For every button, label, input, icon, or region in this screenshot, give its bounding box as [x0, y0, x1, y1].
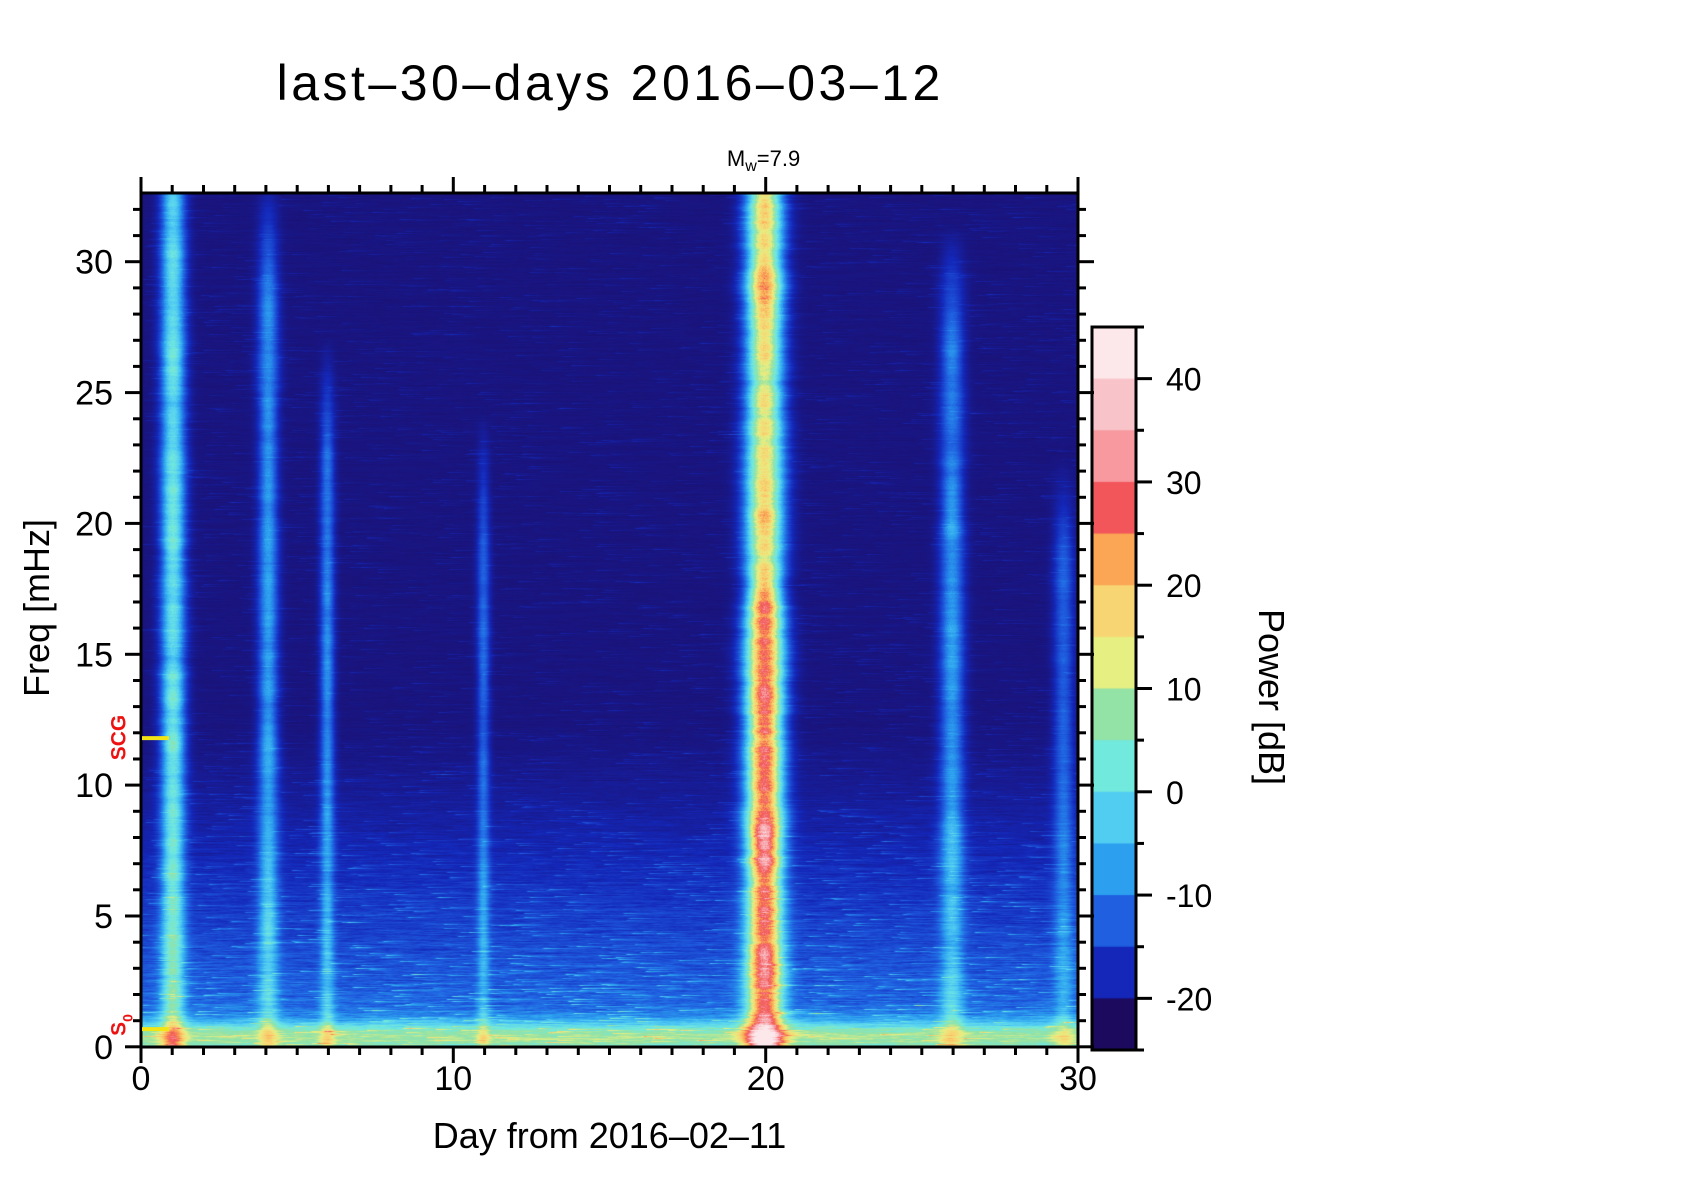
- svg-text:-20: -20: [1166, 981, 1212, 1017]
- svg-text:Power [dB]: Power [dB]: [1251, 609, 1292, 785]
- svg-text:0: 0: [94, 1029, 113, 1067]
- svg-text:Day from 2016–02–11: Day from 2016–02–11: [433, 1115, 787, 1156]
- svg-text:-10: -10: [1166, 878, 1212, 914]
- svg-text:30: 30: [1059, 1060, 1097, 1098]
- svg-text:0: 0: [1166, 775, 1184, 811]
- svg-text:30: 30: [75, 244, 113, 282]
- svg-text:0: 0: [132, 1060, 151, 1098]
- svg-text:40: 40: [1166, 362, 1202, 398]
- svg-text:Mw=7.9: Mw=7.9: [727, 146, 800, 175]
- svg-text:10: 10: [434, 1060, 472, 1098]
- svg-text:30: 30: [1166, 465, 1202, 501]
- svg-text:25: 25: [75, 375, 113, 413]
- svg-text:20: 20: [75, 505, 113, 543]
- svg-text:5: 5: [94, 898, 113, 936]
- svg-text:Freq [mHz]: Freq [mHz]: [16, 519, 57, 697]
- svg-text:15: 15: [75, 636, 113, 674]
- svg-text:20: 20: [1166, 568, 1202, 604]
- svg-text:10: 10: [1166, 672, 1202, 708]
- svg-text:SCG: SCG: [108, 715, 131, 761]
- svg-text:10: 10: [75, 767, 113, 805]
- svg-text:last–30–days 2016–03–12: last–30–days 2016–03–12: [277, 55, 944, 111]
- svg-text:20: 20: [747, 1060, 785, 1098]
